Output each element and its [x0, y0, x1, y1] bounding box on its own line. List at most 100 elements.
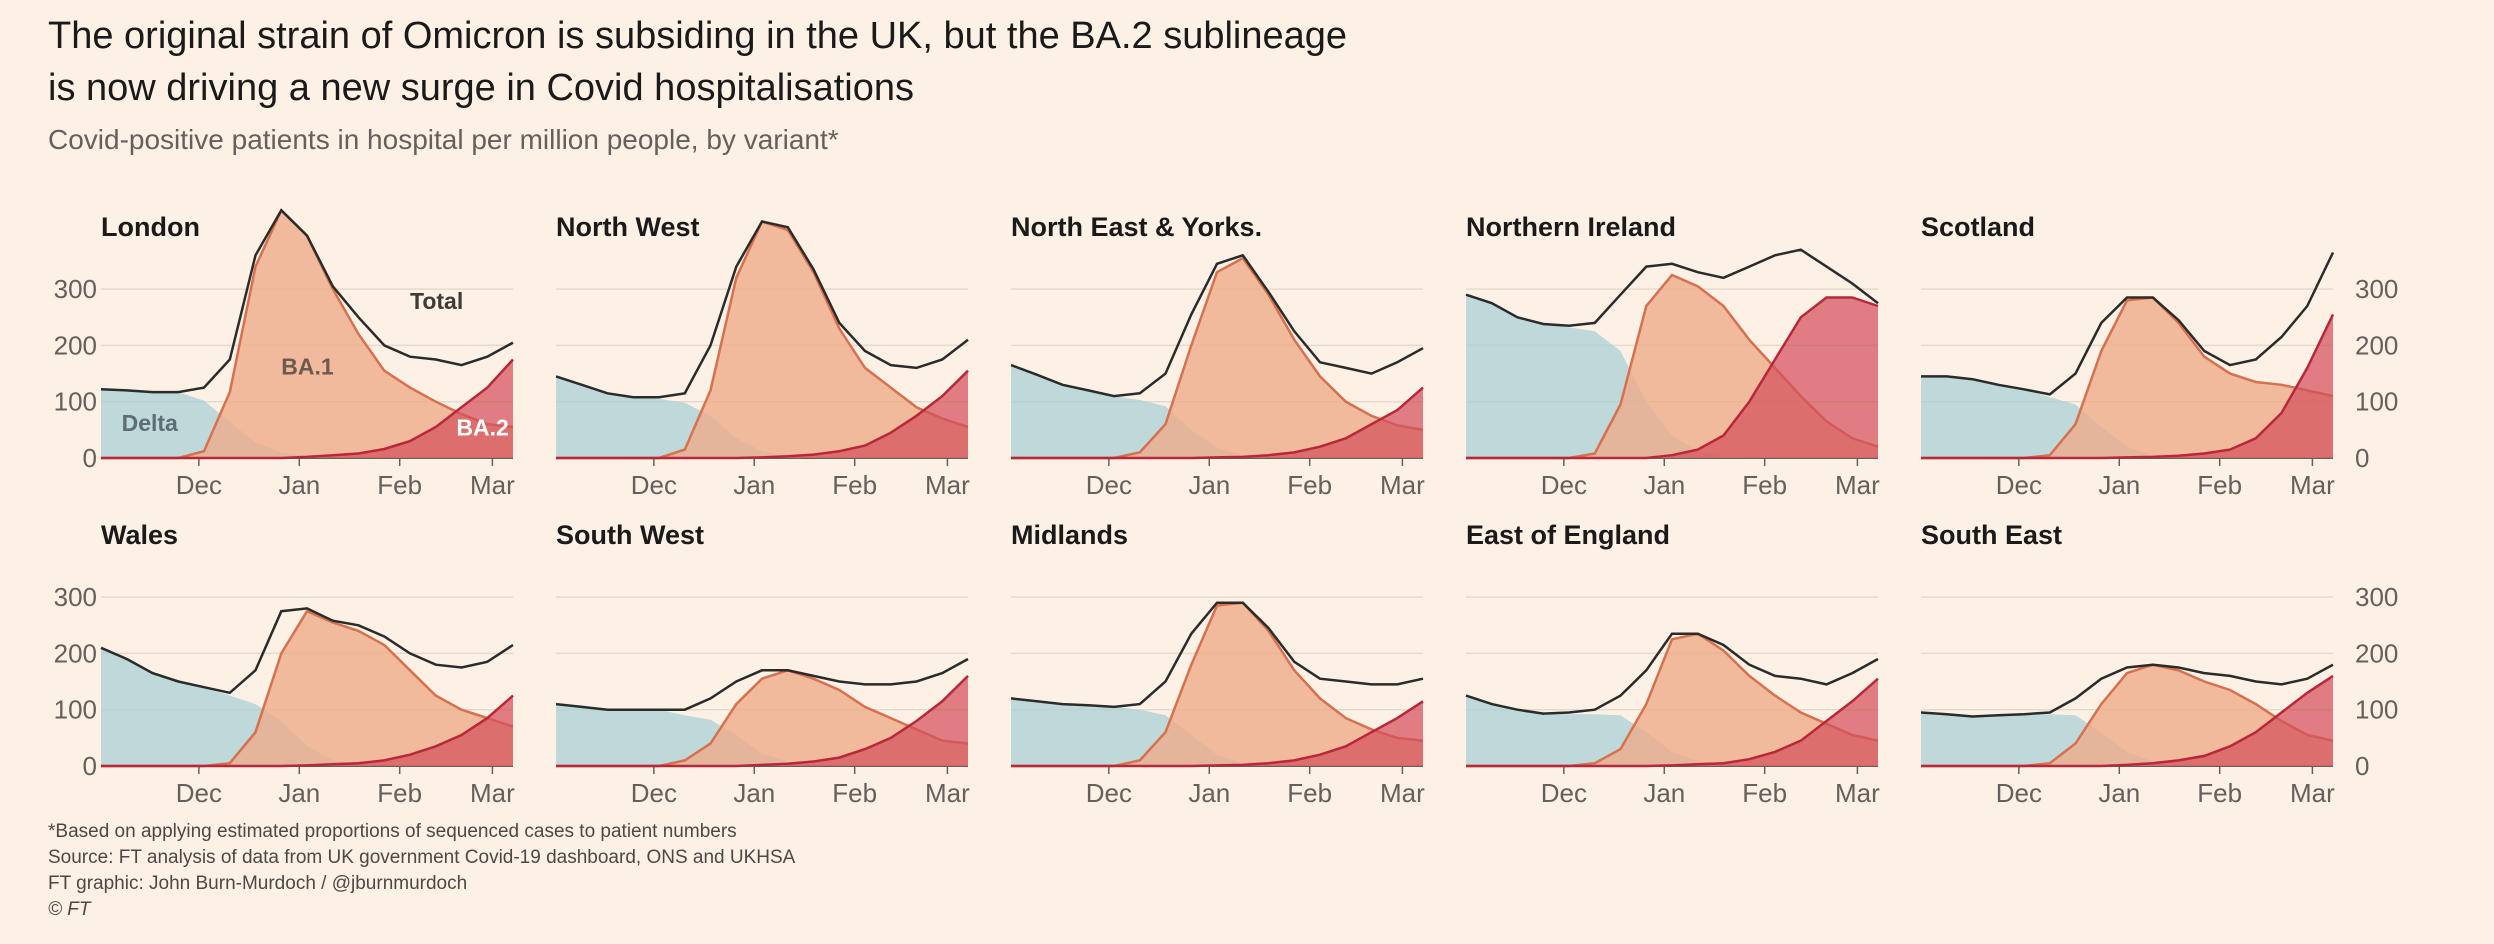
ba2-outline	[101, 694, 514, 768]
chart-subtitle: Covid-positive patients in hospital per …	[48, 124, 839, 155]
total-line	[1465, 632, 1879, 715]
total-line	[1921, 251, 2335, 396]
panel-north-east-yorks: Dec Jan Feb Mar North East & Yorks.	[1010, 212, 1425, 500]
panel-title: London	[101, 212, 200, 242]
panel-northern-ireland: Dec Jan Feb Mar Northern Ireland	[1465, 212, 1880, 500]
delta-area	[556, 704, 968, 766]
ba2-outline	[1011, 700, 1424, 768]
x-tick-label: Jan	[2098, 778, 2140, 808]
panel-scotland: 0 100 200 300 Dec Jan Feb Mar Scotland	[1921, 212, 2398, 500]
x-tick-label: Mar	[470, 470, 515, 500]
ba2-outline	[1466, 677, 1879, 768]
x-tick-label: Dec	[1996, 778, 2042, 808]
delta-area	[1011, 365, 1423, 458]
ba2-outline	[1921, 313, 2335, 460]
x-tick-label: Jan	[2098, 470, 2140, 500]
panel-title: Wales	[101, 520, 178, 550]
x-tick-label: Jan	[278, 470, 320, 500]
x-tick-label: Feb	[377, 778, 422, 808]
x-tick-label: Mar	[925, 778, 970, 808]
x-tick-label: Mar	[2290, 778, 2335, 808]
x-tick-label: Dec	[631, 778, 677, 808]
y-tick-label: 0	[2355, 751, 2369, 781]
title-line-2: is now driving a new surge in Covid hosp…	[48, 67, 915, 109]
ba2-area	[1466, 297, 1878, 458]
ba1-area	[1466, 633, 1878, 766]
ba2-outline	[1011, 386, 1424, 460]
y-tick-label: 200	[54, 638, 97, 668]
delta-area	[1921, 376, 2333, 458]
panel-title: East of England	[1466, 520, 1670, 550]
x-tick-label: Feb	[1287, 470, 1332, 500]
y-tick-label: 200	[2355, 638, 2398, 668]
delta-label: Delta	[122, 410, 178, 436]
panel-south-west: Dec Jan Feb Mar South West	[555, 520, 970, 808]
panel-title: Northern Ireland	[1466, 212, 1676, 242]
ba1-area	[1921, 297, 2333, 458]
ba2-area	[1921, 314, 2333, 458]
delta-area	[556, 376, 968, 458]
x-tick-label: Mar	[925, 470, 970, 500]
chart-title: The original strain of Omicron is subsid…	[48, 10, 1548, 114]
panel-east-of-england: Dec Jan Feb Mar East of England	[1465, 520, 1880, 808]
footer: *Based on applying estimated proportions…	[48, 819, 795, 923]
x-tick-label: Jan	[278, 778, 320, 808]
panel-title: North West	[556, 212, 700, 242]
ba2-area	[556, 675, 968, 766]
x-tick-label: Dec	[1541, 470, 1587, 500]
x-tick-label: Mar	[2290, 470, 2335, 500]
ba1-area	[1011, 602, 1423, 766]
total-line	[100, 607, 514, 695]
ba2-outline	[101, 358, 514, 460]
x-tick-label: Feb	[2197, 470, 2242, 500]
panel-title: South West	[556, 520, 704, 550]
x-tick-label: Jan	[1188, 778, 1230, 808]
y-tick-label: 200	[54, 330, 97, 360]
y-tick-label: 0	[2355, 443, 2369, 473]
footnote: *Based on applying estimated proportions…	[48, 821, 737, 842]
x-tick-label: Feb	[832, 778, 877, 808]
total-line	[1010, 253, 1424, 398]
panel-midlands: Dec Jan Feb Mar Midlands	[1010, 520, 1425, 808]
delta-area	[1921, 712, 2333, 766]
ba2-area	[101, 359, 513, 458]
ba2-outline	[1466, 296, 1879, 460]
total-line	[1920, 663, 2334, 718]
ba1-label: BA.1	[281, 354, 334, 380]
panel-title: Scotland	[1921, 212, 2035, 242]
x-tick-label: Dec	[1996, 470, 2042, 500]
y-tick-label: 200	[2355, 330, 2398, 360]
total-line	[555, 657, 969, 711]
delta-area	[101, 389, 513, 458]
panel-title: North East & Yorks.	[1011, 212, 1262, 242]
ba2-outline	[556, 675, 969, 768]
y-tick-label: 300	[2355, 274, 2398, 304]
ba1-area	[556, 221, 968, 458]
x-tick-label: Mar	[1835, 470, 1880, 500]
ba1-area	[101, 611, 513, 766]
x-tick-label: Mar	[470, 778, 515, 808]
ba1-area	[101, 210, 513, 458]
x-tick-label: Jan	[1643, 778, 1685, 808]
y-tick-label: 100	[54, 695, 97, 725]
total-line	[555, 220, 969, 399]
ba2-area	[556, 370, 968, 458]
x-tick-label: Dec	[631, 470, 677, 500]
x-tick-label: Feb	[1742, 778, 1787, 808]
x-tick-label: Dec	[1086, 778, 1132, 808]
y-tick-label: 100	[2355, 695, 2398, 725]
delta-area	[1466, 294, 1878, 458]
panel-north-west: Dec Jan Feb Mar North West	[555, 212, 970, 500]
x-tick-label: Mar	[1835, 778, 1880, 808]
x-tick-label: Jan	[733, 470, 775, 500]
x-tick-label: Dec	[176, 470, 222, 500]
x-tick-label: Mar	[1380, 778, 1425, 808]
ba2-label: BA.2	[456, 414, 508, 440]
ba2-area	[1011, 701, 1423, 766]
ba1-area	[1011, 258, 1423, 458]
ba1-area	[556, 670, 968, 766]
title-line-1: The original strain of Omicron is subsid…	[48, 15, 1348, 57]
x-tick-label: Feb	[2197, 778, 2242, 808]
y-tick-label: 100	[54, 387, 97, 417]
